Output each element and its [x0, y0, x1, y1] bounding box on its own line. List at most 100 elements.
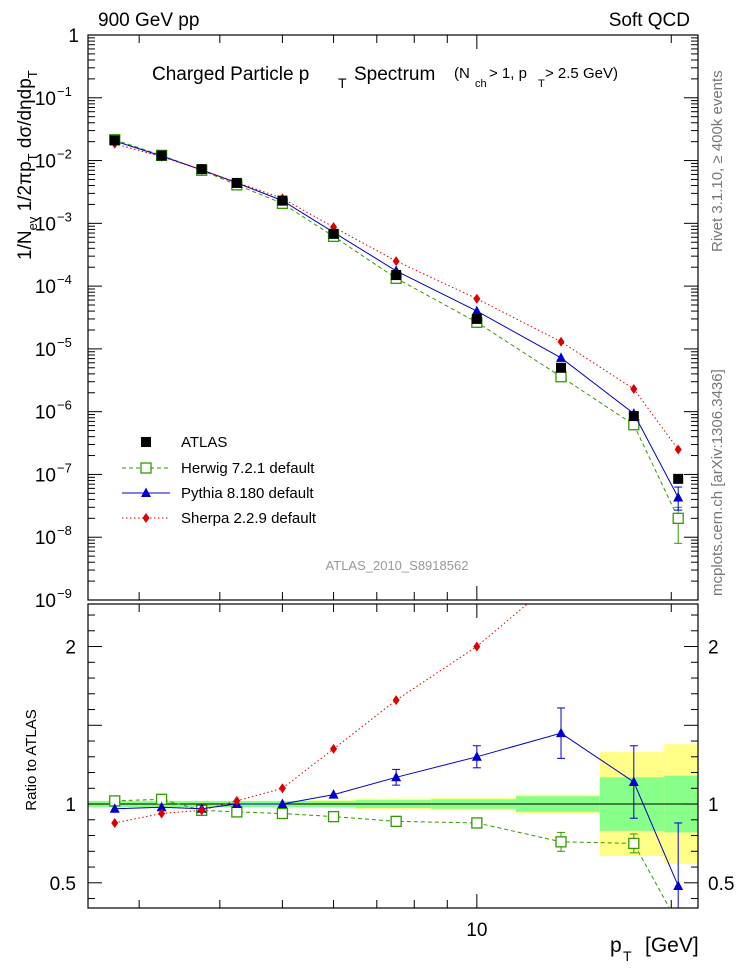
- data-point: [555, 836, 567, 848]
- x-tick-label: 10: [466, 920, 487, 941]
- data-point: [556, 352, 567, 362]
- legend-label: Herwig 7.2.1 default: [181, 460, 315, 477]
- data-point: [473, 641, 481, 652]
- data-point: [628, 776, 639, 786]
- y-axis-label: 1/Nev 1/2πpT dσ/dηdpT: [15, 70, 40, 260]
- data-point: [330, 743, 338, 754]
- y-tick-exponent: −9: [57, 586, 72, 601]
- data-point: [390, 815, 402, 828]
- y-tick-label: 1: [68, 26, 79, 47]
- data-point: [471, 305, 482, 316]
- series-pythia: [109, 135, 684, 511]
- header-category-label: Soft QCD: [609, 10, 690, 31]
- data-point: [558, 571, 565, 581]
- data-point: [231, 177, 242, 188]
- data-point: [673, 919, 683, 929]
- data-point: [196, 164, 207, 175]
- data-point: [278, 783, 286, 794]
- x-axis-label-sub: T: [623, 948, 632, 964]
- series-herwig: [109, 793, 683, 929]
- header-collision-label: 900 GeV pp: [98, 10, 199, 31]
- data-point: [276, 807, 289, 820]
- data-point: [327, 810, 340, 823]
- y-axis-label-part: ev: [25, 216, 40, 230]
- data-point: [556, 727, 567, 738]
- legend-marker: [141, 487, 151, 497]
- data-point: [392, 695, 400, 706]
- y-axis-label-part: dσ/dηdp: [15, 78, 36, 153]
- data-point: [473, 293, 481, 304]
- rivet-version-label: Rivet 3.1.10, ≥ 400k events: [709, 70, 726, 252]
- data-point: [158, 808, 166, 819]
- cuts-text: > 1, p: [489, 65, 527, 82]
- legend-label: Sherpa 2.2.9 default: [181, 510, 317, 527]
- data-point: [328, 228, 339, 239]
- series-sherpa: [111, 531, 637, 828]
- mcplots-credit-label: mcplots.cern.ch [arXiv:1306.3436]: [709, 369, 726, 596]
- ratio-y-tick-label-right: 2: [708, 638, 719, 659]
- data-point: [328, 789, 339, 799]
- x-axis-label-p: p: [610, 934, 622, 957]
- data-point: [555, 371, 567, 383]
- y-tick-label: 10: [35, 152, 56, 173]
- data-point: [673, 491, 684, 502]
- y-tick-label: 10: [35, 277, 56, 298]
- data-point: [673, 880, 684, 890]
- legend-marker: [142, 513, 150, 523]
- data-point: [628, 411, 639, 422]
- data-point: [557, 336, 565, 347]
- data-point: [672, 512, 684, 524]
- y-tick-exponent: −2: [57, 147, 72, 162]
- data-point: [628, 837, 640, 850]
- data-point: [630, 531, 637, 541]
- series-pythia: [109, 707, 684, 908]
- cuts-subscript: ch: [475, 78, 487, 90]
- y-tick-exponent: −3: [57, 209, 72, 224]
- data-point: [471, 751, 482, 761]
- y-tick-label: 10: [35, 591, 56, 612]
- data-point: [674, 444, 682, 455]
- data-point: [109, 803, 120, 813]
- y-axis-label-part: 1/N: [15, 230, 36, 260]
- data-point: [392, 256, 400, 267]
- x-axis-label-unit: [GeV]: [645, 934, 699, 957]
- y-tick-exponent: −4: [57, 272, 72, 287]
- ratio-y-axis-label: Ratio to ATLAS: [23, 709, 40, 810]
- data-point: [277, 798, 288, 809]
- y-tick-exponent: −5: [57, 335, 72, 350]
- y-axis-label-part: 1/2πp: [15, 161, 36, 216]
- main-frame: [87, 34, 699, 601]
- chart-title: Charged Particle p T Spectrum: [152, 64, 435, 91]
- data-point: [630, 383, 638, 394]
- data-point: [277, 195, 288, 206]
- series-herwig: [109, 134, 684, 544]
- series-line: [114, 143, 679, 450]
- title-cuts: (N ch > 1, p T > 2.5 GeV): [454, 65, 618, 90]
- cuts-text: (N: [454, 65, 470, 82]
- y-tick-exponent: −1: [57, 84, 72, 99]
- y-tick-exponent: −6: [57, 398, 72, 413]
- ratio-y-tick-label: 1: [65, 795, 76, 816]
- cuts-subscript: T: [538, 78, 545, 90]
- data-point: [556, 362, 567, 373]
- legend-label: Pythia 8.180 default: [181, 485, 314, 502]
- ratio-frame: [87, 603, 699, 909]
- data-point: [391, 270, 402, 281]
- data-point: [673, 473, 684, 484]
- title-text: Spectrum: [354, 64, 435, 85]
- legend-label: ATLAS: [181, 434, 227, 451]
- ratio-panel: 10 0.5 0.5 1 1 2 2 Ratio to ATLAS p T [GeV]: [23, 531, 734, 964]
- data-point: [231, 806, 243, 818]
- y-tick-label: 10: [35, 214, 56, 235]
- series-sherpa: [111, 138, 682, 455]
- data-point: [156, 801, 167, 812]
- data-point: [156, 150, 167, 161]
- y-tick-label: 10: [35, 528, 56, 549]
- ratio-y-tick-label-right: 1: [708, 795, 719, 816]
- y-tick-label: 10: [35, 465, 56, 486]
- analysis-watermark: ATLAS_2010_S8918562: [326, 558, 469, 573]
- title-text: Charged Particle p: [152, 64, 309, 85]
- data-point: [198, 805, 206, 816]
- main-panel: 110−110−210−310−410−510−610−710−810 −9Cha…: [15, 26, 699, 612]
